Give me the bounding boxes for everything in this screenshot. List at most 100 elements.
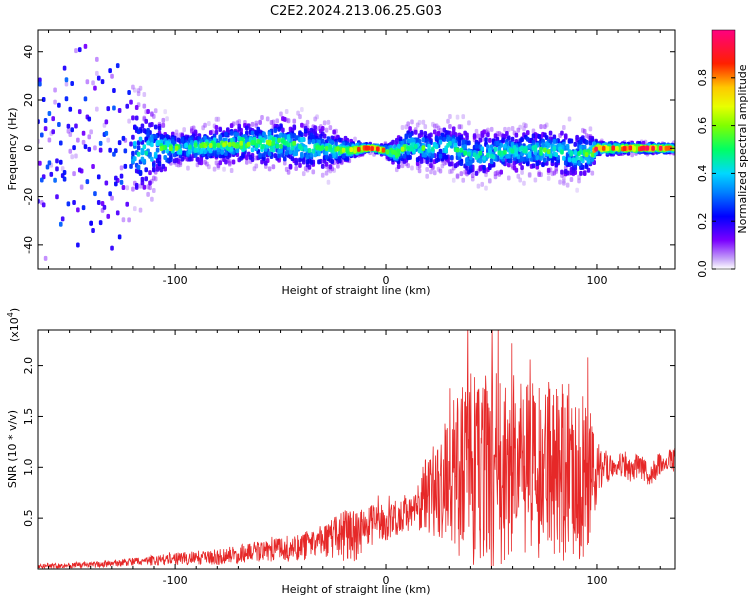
spectrogram-cell <box>463 150 467 156</box>
spectrogram-cell <box>436 125 441 131</box>
spectrogram-cell <box>313 152 317 158</box>
spectrogram-cell <box>579 170 583 176</box>
spectrogram-cell <box>427 143 431 149</box>
spectrogram-cell <box>260 144 264 150</box>
spectrogram-cell <box>341 153 346 159</box>
spectrogram-cell <box>529 156 534 162</box>
spectrogram-cell <box>586 167 591 173</box>
spectrogram-cell <box>493 146 498 152</box>
spectrogram-cell <box>353 148 357 154</box>
spectrogram-cell <box>161 117 166 123</box>
spectrogram-cell <box>136 140 141 146</box>
spectrogram-cell <box>332 129 336 135</box>
spectrogram-cell <box>480 146 485 152</box>
spectrogram-cell <box>224 150 228 156</box>
spectrogram-cell <box>520 169 524 175</box>
spectrogram-cell <box>53 177 57 183</box>
y-tick-label: 0.5 <box>22 509 35 527</box>
spectrogram-cell <box>474 170 479 176</box>
spectrogram-cell <box>93 191 97 197</box>
spectrogram-cell <box>457 124 462 130</box>
spectrogram-cell <box>533 144 538 150</box>
spectrogram-cell <box>58 159 63 165</box>
spectrogram-cell <box>144 167 149 173</box>
spectrogram-cell <box>579 156 583 162</box>
spectrogram-cell <box>279 143 283 149</box>
spectrogram-cell <box>313 125 317 131</box>
spectrogram-cell <box>81 139 86 145</box>
spectrogram-cell <box>311 148 316 154</box>
spectrogram-cell <box>330 140 335 146</box>
spectrogram-cell <box>567 116 572 122</box>
spectrogram-cell <box>582 128 587 134</box>
spectrogram-cell <box>406 121 410 127</box>
spectrogram-cell <box>151 162 156 168</box>
spectrogram-cell <box>427 147 431 153</box>
spectrogram-cell <box>501 137 505 143</box>
spectrogram-cell <box>83 144 88 150</box>
spectrogram-cell <box>480 181 485 187</box>
spectrogram-cell <box>415 157 420 163</box>
spectrogram-cell <box>326 119 331 125</box>
spectrogram-cell <box>144 176 149 182</box>
spectrogram-cell <box>254 130 259 136</box>
spectrogram-cell <box>133 140 137 146</box>
y-tick-label: 1.0 <box>22 459 35 477</box>
spectrogram-cell <box>60 166 65 172</box>
spectrogram-cell <box>425 159 429 165</box>
spectrogram-cell <box>565 143 570 149</box>
spectrogram-cell <box>119 173 124 179</box>
spectrogram-cell <box>324 170 329 176</box>
spectrogram-cell <box>271 164 276 170</box>
spectrogram-cell <box>303 128 308 134</box>
spectrogram-cell <box>288 149 293 155</box>
spectrogram-cell <box>465 135 469 141</box>
spectrogram-cell <box>461 114 466 120</box>
spectrogram-cell <box>628 145 633 151</box>
spectrogram-cell <box>480 132 485 138</box>
spectrogram-cell <box>275 143 279 149</box>
spectrogram-cell <box>457 151 462 157</box>
spectrogram-cell <box>144 150 149 156</box>
spectrogram-cell <box>448 161 452 167</box>
spectrogram-cell <box>193 147 198 153</box>
scale-note-exponent: 4 <box>6 312 15 317</box>
colorbar: 0.0 0.2 0.4 0.6 0.8 Normalized spectral ampl… <box>696 29 749 278</box>
spectrogram-cell <box>425 173 429 179</box>
spectrogram-cell <box>178 148 183 154</box>
spectrogram-cell <box>121 217 126 223</box>
spectrogram-frame <box>37 29 676 270</box>
spectrogram-cell <box>332 153 336 159</box>
spectrogram-cell <box>438 168 443 174</box>
spectrogram-cell <box>87 116 92 122</box>
spectrogram-cell <box>53 99 57 105</box>
spectrogram-cell <box>208 130 213 136</box>
spectrogram-cell <box>431 146 435 152</box>
spectrogram-cell <box>286 169 291 175</box>
spectrogram-cell <box>484 185 488 191</box>
spectrogram-cell <box>38 160 42 166</box>
spectrogram-cell <box>305 159 310 165</box>
spectrogram-cell <box>286 118 291 124</box>
spectrogram-cell <box>546 167 551 173</box>
spectrogram-cell <box>489 159 494 165</box>
spectrogram-cell <box>543 157 547 163</box>
spectrogram-cell <box>469 159 473 165</box>
y-tick-label: 1.5 <box>22 408 35 426</box>
spectrogram-cell <box>131 115 135 121</box>
spectrogram-cell <box>151 167 156 173</box>
spectrogram-cell <box>484 137 488 143</box>
spectrogram-cell <box>104 130 109 136</box>
spectrogram-cell <box>601 145 606 151</box>
spectrogram-cell <box>58 221 63 227</box>
spectrogram-cell <box>66 201 71 207</box>
spectrogram-cell <box>577 150 581 156</box>
spectrogram-cell <box>68 148 73 154</box>
spectrogram-cell <box>590 152 595 158</box>
spectrogram-cell <box>224 131 228 137</box>
x-tick-label: 0 <box>383 274 390 287</box>
spectrogram-cell <box>115 63 120 69</box>
spectrogram-cell <box>77 167 82 173</box>
spectrogram-cell <box>150 111 154 117</box>
spectrogram-cell <box>150 196 154 202</box>
